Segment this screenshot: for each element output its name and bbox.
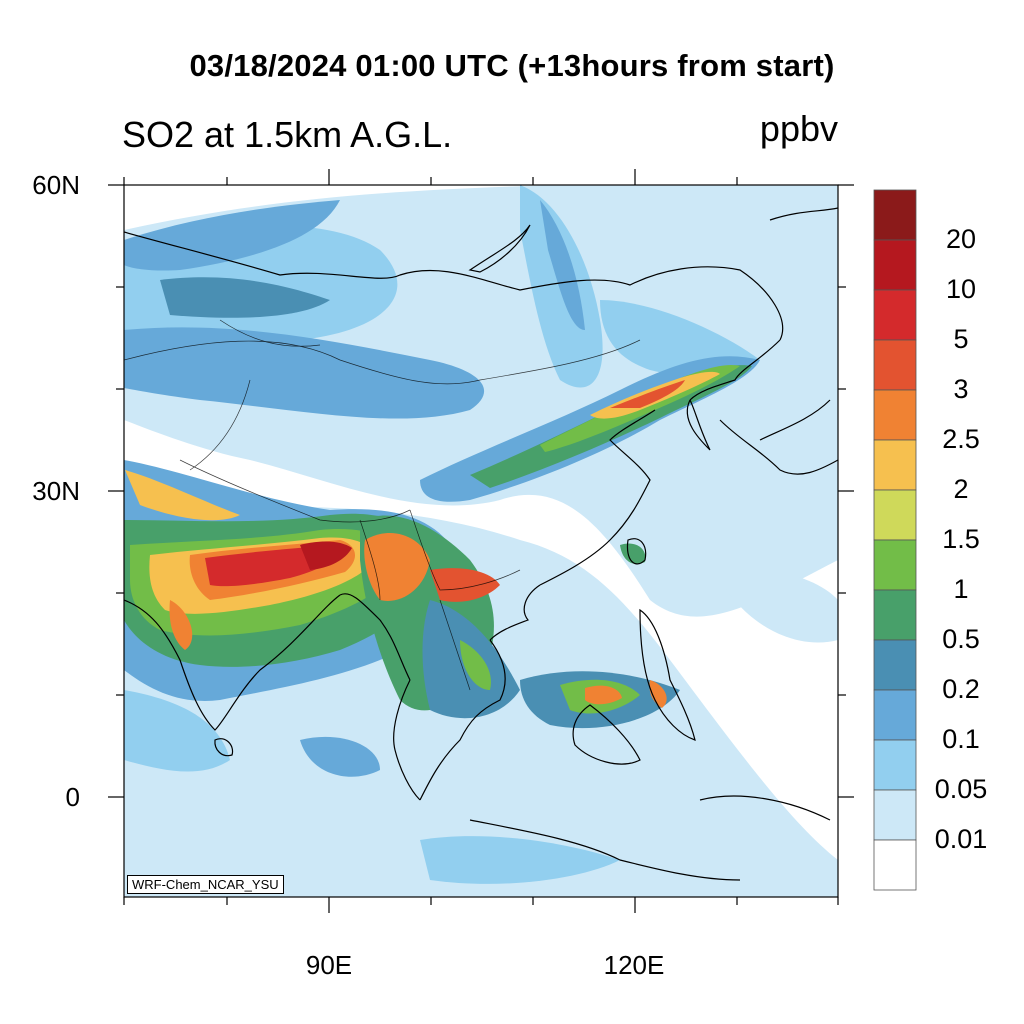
- colorbar-swatch-12: [873, 789, 917, 841]
- variable-subtitle: SO2 at 1.5km A.G.L.: [122, 114, 453, 155]
- colorbar-swatch-5: [873, 439, 917, 491]
- colorbar-label-7: 1: [953, 574, 969, 604]
- colorbar-swatch-2: [873, 289, 917, 341]
- units-label: ppbv: [759, 108, 838, 149]
- colorbar-swatch-8: [873, 589, 917, 641]
- colorbar-label-2: 5: [953, 324, 969, 354]
- colorbar-swatch-3: [873, 339, 917, 391]
- plot-frame: [123, 184, 839, 898]
- lon-label-120e: 120E: [603, 950, 665, 980]
- colorbar-swatch-4: [873, 389, 917, 441]
- map-title: 03/18/2024 01:00 UTC (+13hours from star…: [189, 48, 835, 83]
- colorbar-label-8: 0.5: [942, 624, 980, 654]
- colorbar-swatch-0: [873, 189, 917, 241]
- colorbar-swatch-1: [873, 239, 917, 291]
- colorbar-label-10: 0.1: [942, 724, 980, 754]
- concentration-field: [124, 185, 838, 897]
- colorbar-label-4: 2.5: [942, 424, 980, 454]
- colorbar-swatch-13: [873, 839, 917, 891]
- colorbar: [873, 189, 917, 891]
- colorbar-label-0: 20: [945, 224, 977, 254]
- colorbar-swatch-7: [873, 539, 917, 591]
- colorbar-swatch-9: [873, 639, 917, 691]
- colorbar-label-3: 3: [953, 374, 969, 404]
- colorbar-label-11: 0.05: [934, 774, 988, 804]
- lat-label-30n: 30N: [32, 476, 80, 506]
- colorbar-label-5: 2: [953, 474, 969, 504]
- model-credit: WRF-Chem_NCAR_YSU: [127, 875, 284, 894]
- lat-label-0: 0: [65, 782, 80, 812]
- lat-label-60n: 60N: [32, 170, 80, 200]
- colorbar-label-6: 1.5: [942, 524, 980, 554]
- colorbar-label-1: 10: [945, 274, 977, 304]
- country-borders: [124, 319, 641, 691]
- colorbar-label-9: 0.2: [942, 674, 980, 704]
- colorbar-swatch-11: [873, 739, 917, 791]
- axis-ticks: [108, 169, 854, 913]
- colorbar-swatch-6: [873, 489, 917, 541]
- lon-label-90e: 90E: [305, 950, 353, 980]
- colorbar-swatch-10: [873, 689, 917, 741]
- coastlines: [124, 207, 838, 881]
- colorbar-label-12: 0.01: [934, 824, 988, 854]
